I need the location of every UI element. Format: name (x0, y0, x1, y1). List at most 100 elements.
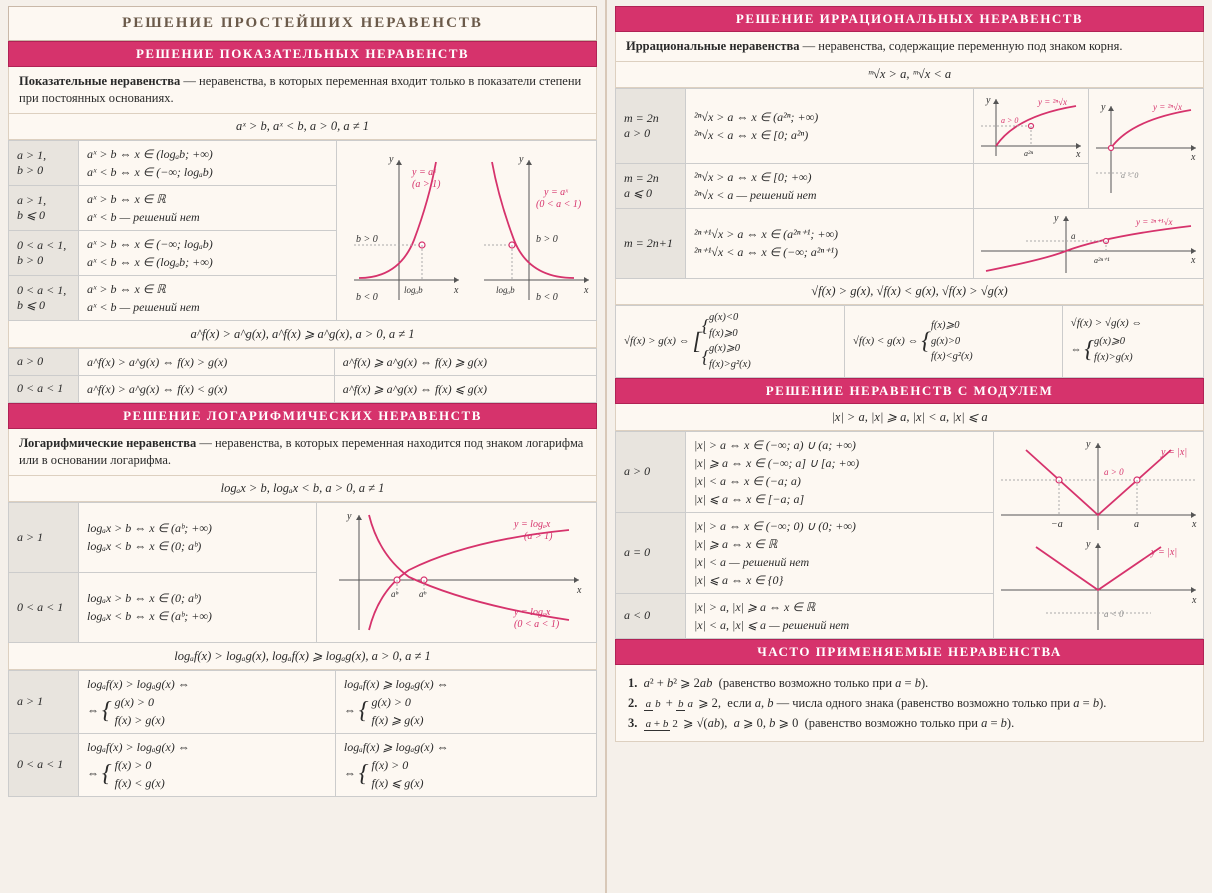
exp-cond-1: a > 1, b ⩽ 0 (9, 185, 79, 230)
svg-text:x: x (453, 285, 459, 296)
svg-text:x: x (1191, 595, 1197, 606)
svg-text:a > 0: a > 0 (1104, 467, 1124, 477)
exp2-c1-1: a^f(x) > a^g(x) ⇔ f(x) < g(x) (79, 375, 335, 402)
exp-definition: Показательные неравенства — неравенства,… (8, 67, 597, 114)
irr-graph-1: y = ²ⁿ√x a > 0 a²ⁿ xy (974, 88, 1089, 163)
abs-graph: y = |x| a > 0 −a a xy y = |x| a < 0 (994, 431, 1204, 638)
svg-text:a²ⁿ⁺¹: a²ⁿ⁺¹ (1094, 256, 1110, 265)
log-table2: a > 1 logₐf(x) > logₐg(x) ⇔⇔ { g(x) > 0f… (8, 670, 597, 797)
exp-cond-2: 0 < a < 1, b > 0 (9, 230, 79, 275)
svg-text:y = ²ⁿ⁺¹√x: y = ²ⁿ⁺¹√x (1135, 217, 1172, 227)
svg-text:(0 < a < 1): (0 < a < 1) (514, 619, 560, 630)
exp2-cond-0: a > 0 (9, 348, 79, 375)
svg-text:y = aˣ: y = aˣ (543, 187, 569, 198)
freq-header: ЧАСТО ПРИМЕНЯЕМЫЕ НЕРАВЕНСТВА (615, 639, 1204, 665)
exp-body-2: aˣ > b ⇔ x ∈ (−∞; logₐb) aˣ < b ⇔ x ∈ (l… (79, 230, 337, 275)
svg-text:(0 < a < 1): (0 < a < 1) (536, 199, 582, 210)
exp-formula2: a^f(x) > a^g(x), a^f(x) ⩾ a^g(x), a > 0,… (8, 321, 597, 348)
svg-text:y: y (1085, 439, 1091, 450)
log2-c1-0: logₐf(x) > logₐg(x) ⇔⇔ { g(x) > 0f(x) > … (79, 670, 336, 733)
svg-text:y = ²ⁿ√x: y = ²ⁿ√x (1037, 97, 1067, 107)
irr-cond-2: m = 2n+1 (616, 208, 686, 278)
log2-c2-0: logₐf(x) ⩾ logₐg(x) ⇔⇔ { g(x) > 0f(x) ⩾ … (335, 670, 596, 733)
svg-text:y: y (518, 154, 524, 165)
exp2-cond-1: 0 < a < 1 (9, 375, 79, 402)
svg-text:logₐb: logₐb (404, 285, 423, 295)
svg-text:y = ²ⁿ√x: y = ²ⁿ√x (1152, 102, 1182, 112)
log2-c2-1: logₐf(x) ⩾ logₐg(x) ⇔⇔ { f(x) > 0f(x) ⩽ … (335, 733, 596, 796)
irr-definition: Иррациональные неравенства — неравенства… (615, 32, 1204, 62)
main-title: РЕШЕНИЕ ПРОСТЕЙШИХ НЕРАВЕНСТВ (8, 6, 597, 41)
abs-body-2: |x| > a, |x| ⩾ a ⇔ x ∈ ℝ |x| < a, |x| ⩽ … (686, 593, 994, 638)
exp-graph: x y y = aˣ (a > 1) b > 0 logₐb b < 0 (337, 140, 597, 320)
exp-table: a > 1, b > 0 aˣ > b ⇔ x ∈ (logₐb; +∞) aˣ… (8, 140, 597, 321)
freq-item-0: 1. a² + b² ⩾ 2ab (равенство возможно тол… (628, 673, 1191, 693)
log-cond-1: 0 < a < 1 (9, 572, 79, 642)
log2-cond-1: 0 < a < 1 (9, 733, 79, 796)
irr-sys-c: √f(x) > √g(x) ⇔ ⇔ {g(x)⩾0f(x)>g(x) (1062, 305, 1203, 377)
exp-formula1: aˣ > b, aˣ < b, a > 0, a ≠ 1 (8, 114, 597, 140)
svg-text:b < 0: b < 0 (536, 292, 558, 303)
svg-text:aᵇ: aᵇ (419, 589, 427, 599)
right-column: РЕШЕНИЕ ИРРАЦИОНАЛЬНЫХ НЕРАВЕНСТВ Ирраци… (607, 0, 1212, 893)
svg-text:x: x (1075, 149, 1081, 160)
svg-text:x: x (576, 585, 582, 596)
irr-sys-a: √f(x) > g(x) ⇔ [ {g(x)<0f(x)⩾0 {g(x)⩾0f(… (616, 305, 845, 377)
log-cond-0: a > 1 (9, 502, 79, 572)
svg-text:logₐb: logₐb (496, 285, 515, 295)
svg-text:a > 0: a > 0 (1001, 116, 1018, 125)
exp-body-1: aˣ > b ⇔ x ∈ ℝ aˣ < b — решений нет (79, 185, 337, 230)
irr-body-2: ²ⁿ⁺¹√x > a ⇔ x ∈ (a²ⁿ⁺¹; +∞) ²ⁿ⁺¹√x < a … (686, 208, 974, 278)
irr-cond-0: m = 2n a > 0 (616, 88, 686, 163)
svg-text:a²ⁿ: a²ⁿ (1024, 149, 1033, 158)
abs-table: a > 0 |x| > a ⇔ x ∈ (−∞; a) ∪ (a; +∞) |x… (615, 431, 1204, 639)
svg-text:y = logₐx: y = logₐx (513, 607, 551, 618)
abs-header: РЕШЕНИЕ НЕРАВЕНСТВ С МОДУЛЕМ (615, 378, 1204, 404)
svg-text:y = |x|: y = |x| (1150, 547, 1177, 558)
svg-text:y: y (388, 154, 394, 165)
abs-cond-2: a < 0 (616, 593, 686, 638)
exp-body-0: aˣ > b ⇔ x ∈ (logₐb; +∞) aˣ < b ⇔ x ∈ (−… (79, 140, 337, 185)
svg-text:y: y (1085, 539, 1091, 550)
exp-cond-0: a > 1, b > 0 (9, 140, 79, 185)
svg-text:y: y (1100, 102, 1106, 113)
abs-cond-0: a > 0 (616, 431, 686, 512)
log2-c1-1: logₐf(x) > logₐg(x) ⇔⇔ { f(x) > 0f(x) < … (79, 733, 336, 796)
irr-sys-table: √f(x) > g(x) ⇔ [ {g(x)<0f(x)⩾0 {g(x)⩾0f(… (615, 305, 1204, 378)
log-body-0: logₐx > b ⇔ x ∈ (aᵇ; +∞) logₐx < b ⇔ x ∈… (79, 502, 317, 572)
svg-text:a: a (1071, 231, 1076, 241)
irr-sys-b: √f(x) < g(x) ⇔ {f(x)⩾0g(x)>0f(x)<g²(x) (844, 305, 1062, 377)
svg-text:(a > 1): (a > 1) (524, 531, 553, 542)
irr-graph-3: y = ²ⁿ⁺¹√x a²ⁿ⁺¹ a xy (974, 208, 1204, 278)
svg-text:x: x (1191, 519, 1197, 530)
exp-body-3: aˣ > b ⇔ x ∈ ℝ aˣ < b — решений нет (79, 275, 337, 320)
abs-body-1: |x| > a ⇔ x ∈ (−∞; 0) ∪ (0; +∞) |x| ⩾ a … (686, 512, 994, 593)
irr-formula2: √f(x) > g(x), √f(x) < g(x), √f(x) > √g(x… (615, 279, 1204, 305)
svg-text:x: x (1190, 152, 1196, 163)
irr-body-0: ²ⁿ√x > a ⇔ x ∈ (a²ⁿ; +∞) ²ⁿ√x < a ⇔ x ∈ … (686, 88, 974, 163)
log-header: РЕШЕНИЕ ЛОГАРИФМИЧЕСКИХ НЕРАВЕНСТВ (8, 403, 597, 429)
log-body-1: logₐx > b ⇔ x ∈ (0; aᵇ) logₐx < b ⇔ x ∈ … (79, 572, 317, 642)
irr-cond-1: m = 2n a ⩽ 0 (616, 163, 686, 208)
log2-cond-0: a > 1 (9, 670, 79, 733)
log-formula1: logₐx > b, logₐx < b, a > 0, a ≠ 1 (8, 476, 597, 502)
svg-text:−a: −a (1051, 519, 1063, 530)
abs-body-0: |x| > a ⇔ x ∈ (−∞; a) ∪ (a; +∞) |x| ⩾ a … (686, 431, 994, 512)
svg-text:y: y (1053, 213, 1059, 224)
svg-text:y = aˣ: y = aˣ (411, 167, 437, 178)
svg-text:b < 0: b < 0 (356, 292, 378, 303)
svg-text:b > 0: b > 0 (356, 234, 378, 245)
svg-text:(a > 1): (a > 1) (412, 179, 441, 190)
log-table: a > 1 logₐx > b ⇔ x ∈ (aᵇ; +∞) logₐx < b… (8, 502, 597, 643)
svg-text:x: x (583, 285, 589, 296)
abs-formula1: |x| > a, |x| ⩾ a, |x| < a, |x| ⩽ a (615, 404, 1204, 431)
svg-text:aᵇ: aᵇ (391, 589, 399, 599)
log-graph: x y y = logₐx (a > 1) y = logₐx (0 < a <… (317, 502, 597, 642)
exp2-c2-0: a^f(x) ⩾ a^g(x) ⇔ f(x) ⩾ g(x) (334, 348, 596, 375)
irr-def-text: неравенства, содержащие переменную под з… (818, 39, 1122, 53)
exp-header: РЕШЕНИЕ ПОКАЗАТЕЛЬНЫХ НЕРАВЕНСТВ (8, 41, 597, 67)
exp-table2: a > 0 a^f(x) > a^g(x) ⇔ f(x) > g(x) a^f(… (8, 348, 597, 403)
log-definition: Логарифмические неравенства — неравенств… (8, 429, 597, 476)
svg-text:a: a (1134, 519, 1139, 530)
irr-header: РЕШЕНИЕ ИРРАЦИОНАЛЬНЫХ НЕРАВЕНСТВ (615, 6, 1204, 32)
